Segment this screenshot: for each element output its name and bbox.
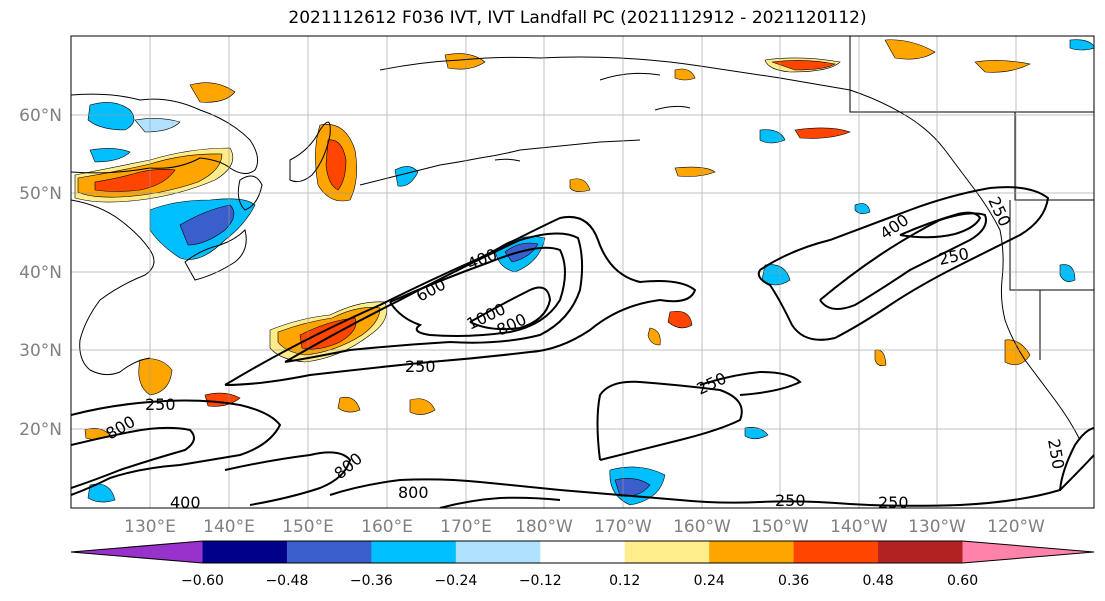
colorbar-tick: −0.12 — [519, 573, 562, 589]
colorbar-segment — [962, 541, 1094, 563]
lat-tick: 40°N — [19, 263, 62, 283]
lon-tick: 170°W — [594, 517, 652, 537]
lat-tick-labels: 60°N 50°N 40°N 30°N 20°N — [19, 106, 62, 440]
lon-tick: 130°W — [908, 517, 966, 537]
lon-tick: 170°E — [440, 517, 492, 537]
contour-label: 250 — [145, 395, 176, 414]
coastlines — [71, 36, 1094, 441]
colorbar-tick-labels: −0.60 −0.48 −0.36 −0.24 −0.12 0.12 0.24 … — [181, 573, 978, 589]
colorbar-tick: −0.60 — [181, 573, 224, 589]
lat-tick: 60°N — [19, 106, 62, 126]
contour-label: 800 — [398, 483, 429, 502]
ivt-contours — [71, 186, 1094, 508]
contour-label: 250 — [405, 357, 436, 376]
colorbar-tick: −0.24 — [434, 573, 477, 589]
lon-tick-labels: 130°E 140°E 150°E 160°E 170°E 180°W 170°… — [124, 517, 1045, 537]
colorbar-segment — [455, 541, 541, 563]
map-area: 250 400 600 800 1000 250 800 800 800 400… — [71, 36, 1094, 512]
lat-tick: 30°N — [19, 341, 62, 361]
colorbar-segment — [878, 541, 964, 563]
lon-tick: 160°W — [673, 517, 731, 537]
colorbar-tick: 0.48 — [863, 573, 894, 589]
colorbar-tick: 0.24 — [694, 573, 725, 589]
colorbar-segment — [71, 541, 203, 563]
contour-label: 250 — [878, 493, 909, 512]
colorbar-tick: 0.36 — [778, 573, 809, 589]
lat-tick: 50°N — [19, 184, 62, 204]
colorbar-segment — [624, 541, 710, 563]
colorbar-segment — [540, 541, 626, 563]
map-frame — [70, 35, 1095, 509]
lon-tick: 140°W — [830, 517, 888, 537]
colorbar-segment — [793, 541, 879, 563]
contour-label: 400 — [170, 493, 201, 512]
lon-tick: 120°W — [987, 517, 1045, 537]
colorbar-tick: 0.12 — [609, 573, 640, 589]
contour-label: 250 — [775, 491, 806, 510]
colorbar — [70, 540, 1095, 564]
lon-tick: 160°E — [361, 517, 413, 537]
lon-tick: 150°W — [751, 517, 809, 537]
colorbar-tick: −0.48 — [265, 573, 308, 589]
colorbar-tick: 0.60 — [947, 573, 978, 589]
lon-tick: 150°E — [282, 517, 334, 537]
colorbar-segment — [709, 541, 795, 563]
colorbar-tick: −0.36 — [350, 573, 393, 589]
lon-tick: 140°E — [203, 517, 255, 537]
colorbar-segment — [286, 541, 372, 563]
lon-tick: 180°W — [515, 517, 573, 537]
colorbar-outline — [70, 540, 1095, 564]
lat-tick: 20°N — [19, 420, 62, 440]
colorbar-segment — [371, 541, 457, 563]
lon-tick: 130°E — [124, 517, 176, 537]
colorbar-segment — [202, 541, 288, 563]
map-title: 2021112612 F036 IVT, IVT Landfall PC (20… — [288, 8, 867, 28]
